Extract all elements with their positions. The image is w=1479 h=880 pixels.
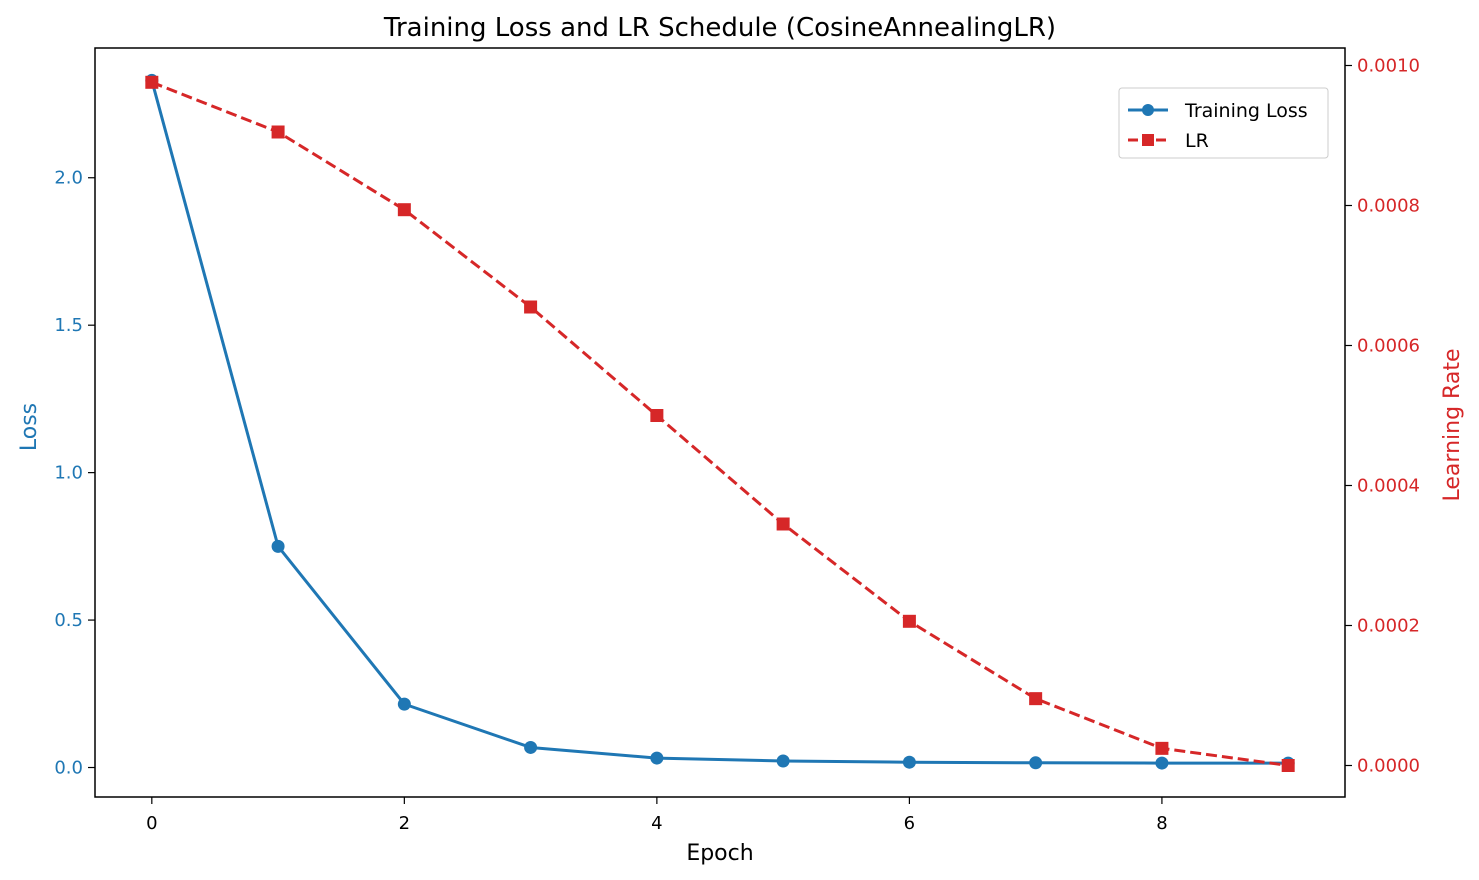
x-tick-label: 2 <box>399 813 410 834</box>
data-point-training-loss <box>524 740 538 754</box>
data-point-training-loss <box>271 539 285 553</box>
data-point-lr <box>1029 692 1043 706</box>
y-left-tick-label: 0.5 <box>54 610 83 631</box>
data-point-lr <box>1281 759 1295 772</box>
y-left-tick-label: 0.0 <box>54 758 83 779</box>
data-point-lr <box>397 203 411 217</box>
y-right-tick-label: 0.0010 <box>1357 56 1420 77</box>
y-right-tick-label: 0.0000 <box>1357 756 1420 777</box>
data-point-lr <box>145 75 159 89</box>
data-point-training-loss <box>650 751 664 765</box>
data-point-lr <box>776 517 790 531</box>
y-right-tick-label: 0.0002 <box>1357 616 1420 637</box>
data-point-training-loss <box>902 755 916 769</box>
legend: Training Loss LR <box>1118 87 1329 159</box>
legend-label-training-loss: Training Loss <box>1184 100 1308 122</box>
y-left-tick-label: 2.0 <box>54 168 83 189</box>
chart-title: Training Loss and LR Schedule (CosineAnn… <box>383 13 1056 43</box>
data-point-lr <box>524 300 538 314</box>
legend-marker-training-loss <box>1142 104 1154 116</box>
x-tick-label: 0 <box>146 813 157 834</box>
series-line-lr <box>151 80 1289 767</box>
data-point-training-loss <box>397 697 411 711</box>
legend-label-lr: LR <box>1185 130 1209 152</box>
data-point-training-loss <box>1155 756 1169 770</box>
y-left-tick-label: 1.5 <box>54 315 83 336</box>
data-point-lr <box>650 409 664 422</box>
y-right-tick-label: 0.0004 <box>1357 476 1420 497</box>
y-axis-left-label: Loss <box>17 403 42 451</box>
data-point-lr <box>271 125 285 139</box>
data-point-training-loss <box>776 754 790 768</box>
legend-box <box>1118 87 1329 159</box>
x-tick-label: 4 <box>651 813 662 834</box>
y-right-tick-label: 0.0008 <box>1357 196 1420 217</box>
y-right-tick-label: 0.0006 <box>1357 336 1420 357</box>
x-tick-label: 8 <box>1156 813 1167 834</box>
legend-marker-lr <box>1142 134 1154 146</box>
x-axis-label: Epoch <box>686 841 753 866</box>
series-line-training-loss <box>150 80 1289 765</box>
y-axis-right-label: Learning Rate <box>1440 349 1465 502</box>
data-point-training-loss <box>1029 756 1043 770</box>
y-left-tick-label: 1.0 <box>54 463 83 484</box>
data-point-lr <box>902 614 916 628</box>
data-point-lr <box>1155 741 1169 755</box>
x-tick-label: 6 <box>904 813 915 834</box>
plot-frame <box>94 47 1346 798</box>
